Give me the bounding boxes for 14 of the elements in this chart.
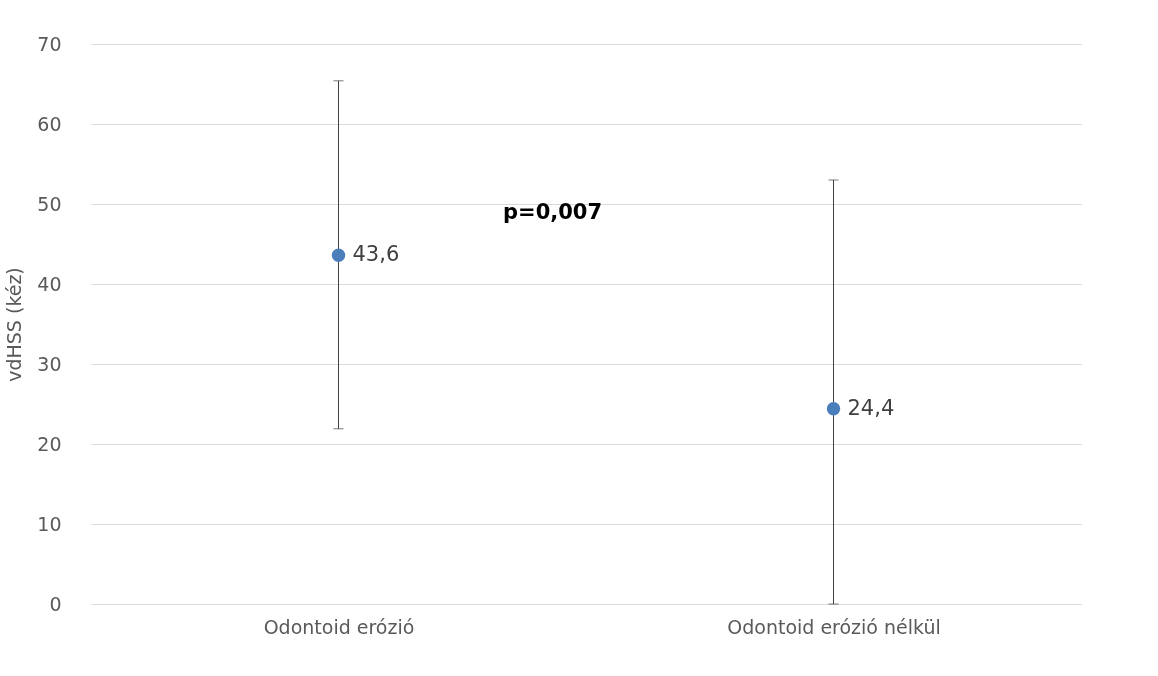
y-tick-label: 0 [49, 592, 62, 615]
y-axis-title: vdHSS (kéz) [3, 267, 26, 382]
data-label: 43,6 [352, 242, 400, 267]
y-tick-label: 30 [37, 352, 62, 375]
y-tick-label: 70 [37, 32, 62, 55]
y-tick-label: 60 [37, 112, 62, 135]
y-tick-label: 40 [37, 272, 62, 295]
x-tick-label: Odontoid erózió [263, 615, 415, 638]
data-label: 24,4 [847, 395, 895, 420]
y-tick-label: 10 [37, 512, 62, 535]
y-tick-label: 50 [37, 192, 62, 215]
annotation: p=0,007 [503, 200, 603, 224]
y-tick-label: 20 [37, 432, 62, 455]
x-tick-label: Odontoid erózió nélkül [727, 615, 941, 638]
